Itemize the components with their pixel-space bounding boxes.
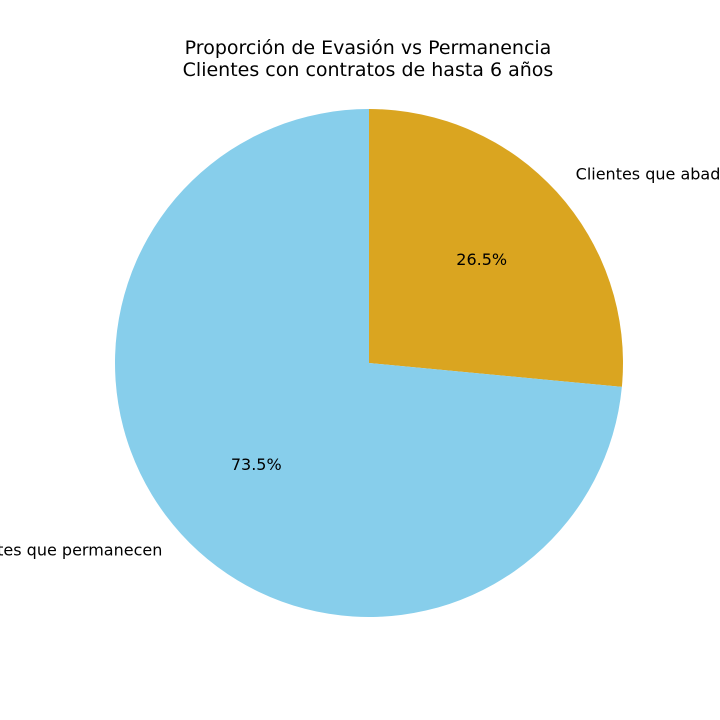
slice-category-label-1: Clientes que permanecen bbox=[0, 541, 162, 560]
pie-slices bbox=[114, 109, 623, 617]
chart-subtitle: Clientes con contratos de hasta 6 años bbox=[183, 59, 554, 81]
pie-labels: Clientes que abadonan 26.5% Clientes que p… bbox=[0, 164, 720, 559]
pie-slice-0 bbox=[369, 109, 623, 387]
chart-title: Proporción de Evasión vs Permanencia bbox=[185, 37, 552, 59]
pie-slice-1 bbox=[114, 109, 622, 617]
slice-category-label-0: Clientes que abadonan bbox=[576, 164, 720, 183]
slice-percent-label-0: 26.5% bbox=[456, 250, 507, 269]
slice-percent-label-1: 73.5% bbox=[231, 455, 282, 474]
